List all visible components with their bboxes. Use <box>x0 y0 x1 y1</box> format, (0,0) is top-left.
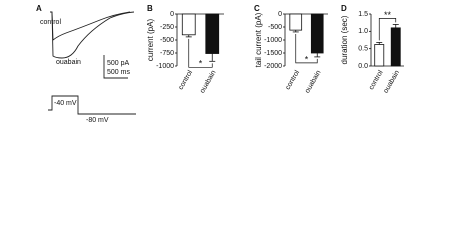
trace-label: ouabain <box>56 59 81 66</box>
significance-bracket <box>378 18 397 41</box>
voltage-label: -80 mV <box>86 117 109 124</box>
significance-label: * <box>199 59 203 69</box>
y-tick-label: -1000 <box>156 63 174 70</box>
panel-label: D <box>341 4 347 13</box>
x-tick-label: control <box>285 69 302 91</box>
y-tick-label: -1500 <box>264 50 282 57</box>
y-tick-label: 0 <box>170 11 174 18</box>
significance-label: ** <box>384 10 392 20</box>
trace-label: control <box>40 19 61 26</box>
voltage-label: -40 mV <box>54 100 77 107</box>
panel-label: C <box>254 4 260 13</box>
y-tick-label: -500 <box>268 24 282 31</box>
y-tick-label: 0.0 <box>358 63 368 70</box>
bar <box>205 13 220 54</box>
bar <box>390 27 401 67</box>
panel-label: A <box>36 4 42 13</box>
y-axis-label: tail current (pA) <box>254 12 263 67</box>
significance-bracket <box>295 33 318 64</box>
y-tick-label: -750 <box>160 50 174 57</box>
bar <box>289 13 303 31</box>
scale-label: 500 pA <box>107 60 130 67</box>
significance-label: * <box>305 54 309 64</box>
current-traces <box>48 11 136 115</box>
x-tick-label: control <box>368 69 385 91</box>
x-tick-label: control <box>178 69 195 91</box>
panel-label: B <box>147 4 153 13</box>
x-tick-label: ouabain <box>199 69 218 94</box>
scale-label: 500 ms <box>107 69 130 76</box>
y-tick-label: -2000 <box>264 63 282 70</box>
y-tick-label: 0 <box>278 11 282 18</box>
y-tick-label: 1.5 <box>358 11 368 18</box>
bar <box>374 44 385 67</box>
bar <box>310 13 324 54</box>
y-tick-label: -250 <box>160 24 174 31</box>
x-tick-label: ouabain <box>304 69 323 94</box>
y-axis-label: duration (sec) <box>340 15 349 64</box>
y-axis-label: current (pA) <box>146 19 155 62</box>
significance-bracket <box>188 38 213 68</box>
y-tick-label: 0.5 <box>358 46 368 53</box>
y-tick-label: 1.0 <box>358 28 368 35</box>
y-tick-label: -1000 <box>264 37 282 44</box>
bar <box>181 13 196 36</box>
figure: A B C D control ouabain 500 pA 500 ms -4… <box>36 4 404 124</box>
x-tick-label: ouabain <box>383 69 402 94</box>
y-tick-label: -500 <box>160 37 174 44</box>
